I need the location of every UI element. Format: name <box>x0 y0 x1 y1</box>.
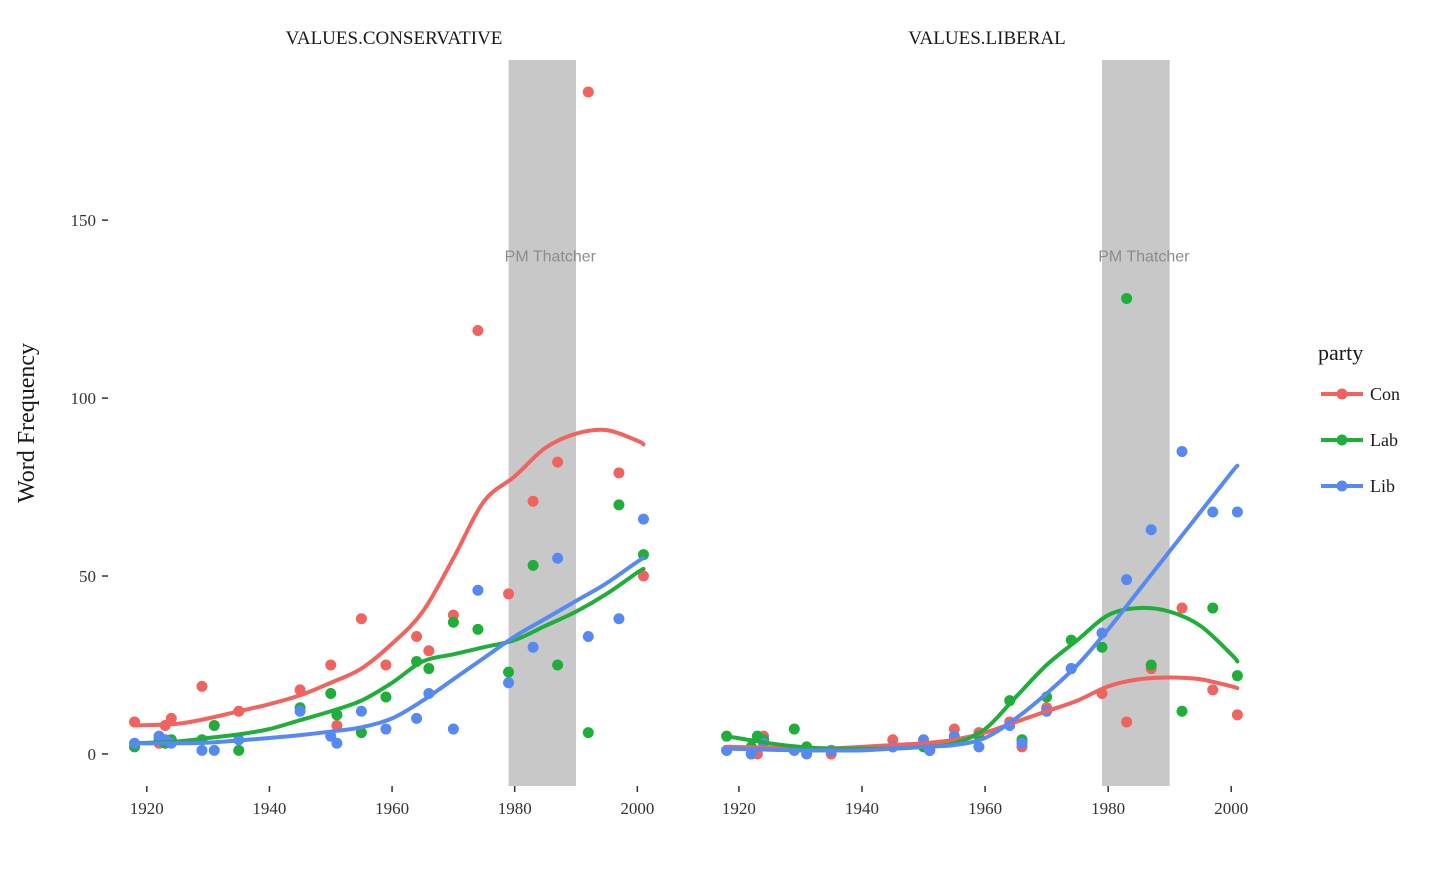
point-conservative-lab-17 <box>527 559 539 571</box>
point-conservative-lab-6 <box>233 744 245 756</box>
x-tick-label-liberal-1960: 1960 <box>968 799 1002 818</box>
point-conservative-lib-17 <box>527 641 539 653</box>
point-conservative-con-9 <box>355 613 367 625</box>
point-liberal-con-19 <box>1176 602 1188 614</box>
y-tick-label-0: 0 <box>88 745 97 764</box>
point-conservative-con-17 <box>552 456 564 468</box>
point-conservative-lib-10 <box>355 705 367 717</box>
point-conservative-lab-11 <box>380 691 392 703</box>
x-tick-label-liberal-1940: 1940 <box>845 799 879 818</box>
shaded-period-label-liberal: PM Thatcher <box>1098 249 1190 266</box>
smooth-line-conservative-con <box>132 427 646 728</box>
point-liberal-lab-4 <box>788 723 800 735</box>
legend-label-lab: Lab <box>1370 430 1398 450</box>
y-tick-label-50: 50 <box>79 567 96 586</box>
point-conservative-lab-16 <box>503 666 515 678</box>
point-conservative-con-11 <box>411 631 423 643</box>
point-liberal-lab-20 <box>1207 602 1219 614</box>
point-liberal-con-17 <box>1121 716 1133 728</box>
point-liberal-lib-12 <box>1016 737 1028 749</box>
point-conservative-lab-18 <box>552 659 564 671</box>
point-conservative-con-8 <box>331 720 343 731</box>
point-conservative-lib-14 <box>447 723 459 735</box>
point-liberal-lib-10 <box>973 741 985 753</box>
x-tick-label-conservative-1920: 1920 <box>130 799 164 818</box>
point-conservative-con-14 <box>472 324 484 336</box>
y-tick-label-150: 150 <box>71 211 97 230</box>
point-liberal-lib-18 <box>1176 445 1188 457</box>
legend-dot-con <box>1336 388 1348 400</box>
point-liberal-lab-21 <box>1231 670 1243 682</box>
smooth-line-conservative-lab <box>132 566 646 746</box>
point-conservative-con-4 <box>196 680 208 692</box>
shaded-period-label-conservative: PM Thatcher <box>505 249 597 266</box>
point-conservative-lib-4 <box>196 744 208 756</box>
legend-dot-lib <box>1336 480 1348 492</box>
x-tick-label-conservative-1940: 1940 <box>252 799 286 818</box>
point-conservative-lib-19 <box>582 631 594 643</box>
point-conservative-lib-5 <box>208 744 220 756</box>
point-conservative-lib-21 <box>637 513 649 525</box>
point-conservative-lib-20 <box>613 613 625 625</box>
point-conservative-con-20 <box>637 570 649 582</box>
point-conservative-lab-19 <box>582 727 594 739</box>
point-liberal-lib-19 <box>1207 506 1219 518</box>
smooth-line-liberal-lib <box>724 463 1240 753</box>
legend-label-con: Con <box>1370 384 1400 404</box>
point-conservative-lib-11 <box>380 723 392 735</box>
point-liberal-lib-17 <box>1145 524 1157 536</box>
point-conservative-lab-20 <box>613 499 625 511</box>
point-conservative-lib-16 <box>503 677 515 689</box>
point-liberal-lib-16 <box>1121 574 1133 586</box>
point-conservative-lib-15 <box>472 584 484 596</box>
facet-title-conservative: VALUES.CONSERVATIVE <box>286 28 503 49</box>
point-liberal-lab-16 <box>1096 641 1108 653</box>
point-conservative-lab-10 <box>355 727 367 739</box>
point-liberal-con-20 <box>1207 684 1219 696</box>
point-conservative-con-18 <box>582 86 594 98</box>
y-axis-title: Word Frequency <box>14 343 40 503</box>
point-liberal-lab-18 <box>1145 659 1157 671</box>
point-conservative-con-10 <box>380 659 392 671</box>
x-tick-label-liberal-1920: 1920 <box>722 799 756 818</box>
x-tick-label-liberal-1980: 1980 <box>1091 799 1125 818</box>
legend-title: party <box>1318 340 1363 365</box>
point-liberal-con-21 <box>1231 709 1243 721</box>
point-liberal-lab-17 <box>1121 292 1133 304</box>
facet-title-liberal: VALUES.LIBERAL <box>908 28 1065 49</box>
point-conservative-lib-12 <box>411 712 423 724</box>
point-conservative-con-3 <box>165 712 177 724</box>
x-tick-label-conservative-2000: 2000 <box>620 799 654 818</box>
point-conservative-con-7 <box>325 659 337 671</box>
x-tick-label-conservative-1960: 1960 <box>375 799 409 818</box>
y-tick-label-100: 100 <box>71 389 97 408</box>
point-conservative-con-15 <box>503 588 515 600</box>
legend-dot-lab <box>1336 434 1348 446</box>
smooth-line-conservative-lib <box>132 556 646 746</box>
point-conservative-lab-15 <box>472 623 484 635</box>
point-conservative-lib-9 <box>331 737 343 749</box>
point-conservative-lab-14 <box>447 616 459 628</box>
legend-label-lib: Lib <box>1370 476 1395 496</box>
point-conservative-lab-5 <box>208 720 220 731</box>
point-conservative-lab-13 <box>423 663 435 675</box>
point-liberal-lib-20 <box>1231 506 1243 518</box>
point-liberal-lab-19 <box>1176 705 1188 717</box>
point-conservative-con-12 <box>423 645 435 657</box>
point-conservative-con-16 <box>527 495 539 507</box>
point-conservative-lab-8 <box>325 687 337 699</box>
x-tick-label-conservative-1980: 1980 <box>498 799 532 818</box>
point-conservative-lib-7 <box>294 705 306 717</box>
point-conservative-con-19 <box>613 467 625 479</box>
shaded-period-conservative <box>508 60 577 786</box>
point-conservative-lib-18 <box>552 552 564 564</box>
x-tick-label-liberal-2000: 2000 <box>1214 799 1248 818</box>
shaded-period-liberal <box>1102 60 1170 786</box>
